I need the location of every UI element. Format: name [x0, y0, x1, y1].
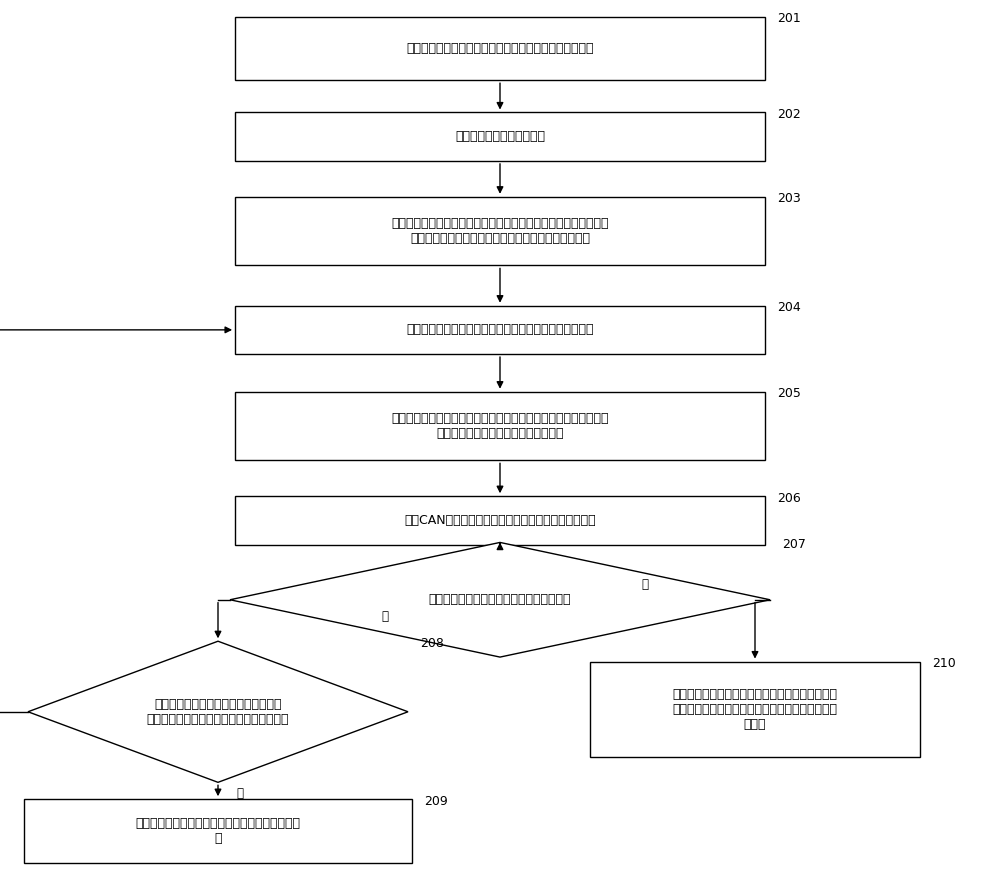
FancyBboxPatch shape — [235, 197, 765, 265]
FancyBboxPatch shape — [235, 112, 765, 161]
Text: 驱动当前待标定电机执行正反两个方向堵转，以标定当前待标定电
机的正向堵转位置点和反向堵转位置点: 驱动当前待标定电机执行正反两个方向堵转，以标定当前待标定电 机的正向堵转位置点和… — [391, 412, 609, 440]
Text: 203: 203 — [777, 192, 801, 206]
Text: 接收诊断仪输入的车型信息: 接收诊断仪输入的车型信息 — [455, 131, 545, 143]
Text: 接收诊断仪输入的针对座椅电机位置的自动标定学习命令: 接收诊断仪输入的针对座椅电机位置的自动标定学习命令 — [406, 42, 594, 55]
Text: 否: 否 — [642, 578, 648, 591]
Text: 202: 202 — [777, 108, 801, 121]
Text: 201: 201 — [777, 12, 801, 26]
Text: 206: 206 — [777, 491, 801, 505]
Text: 204: 204 — [777, 301, 801, 314]
Text: 判断上述当前待标定电机是否标定学习成功: 判断上述当前待标定电机是否标定学习成功 — [429, 594, 571, 606]
Text: 根据该车型信息，搜索车型信息所指示的车辆的座椅配置的电机数
量，以及确定座椅对应的满足电机数量的至少一个电机: 根据该车型信息，搜索车型信息所指示的车辆的座椅配置的电机数 量，以及确定座椅对应… — [391, 217, 609, 245]
Text: 从座椅对应的至少一个电机中确定出一个当前待标定电机: 从座椅对应的至少一个电机中确定出一个当前待标定电机 — [406, 324, 594, 336]
Text: 是: 是 — [382, 610, 388, 624]
FancyBboxPatch shape — [235, 305, 765, 354]
Text: 向诊断仪发送指示信息，该指示信息用于指示诊断
仪报错及中断当前标定返回标定起始页面以准确重
新标定: 向诊断仪发送指示信息，该指示信息用于指示诊断 仪报错及中断当前标定返回标定起始页… — [672, 688, 838, 730]
FancyBboxPatch shape — [590, 662, 920, 757]
Text: 是: 是 — [236, 787, 243, 800]
FancyBboxPatch shape — [235, 17, 765, 80]
FancyBboxPatch shape — [235, 496, 765, 545]
FancyBboxPatch shape — [24, 799, 412, 863]
Text: 通过CAN报文向诊断仪上报当前待标定电机的标定结果: 通过CAN报文向诊断仪上报当前待标定电机的标定结果 — [404, 514, 596, 527]
FancyBboxPatch shape — [235, 392, 765, 460]
Text: 205: 205 — [777, 387, 801, 400]
Polygon shape — [28, 641, 408, 782]
Text: 判断上述当前待标定电机是否为座椅对
应的至少一个电机中的最后一个未标定电机: 判断上述当前待标定电机是否为座椅对 应的至少一个电机中的最后一个未标定电机 — [147, 698, 289, 726]
Text: 209: 209 — [424, 795, 448, 808]
Text: 210: 210 — [932, 657, 956, 670]
Text: 208: 208 — [420, 637, 444, 650]
Polygon shape — [230, 542, 770, 657]
Text: 207: 207 — [782, 538, 806, 551]
Text: 将上述至少一个电机中的每个电机驱动至中间位置
点: 将上述至少一个电机中的每个电机驱动至中间位置 点 — [136, 817, 300, 845]
